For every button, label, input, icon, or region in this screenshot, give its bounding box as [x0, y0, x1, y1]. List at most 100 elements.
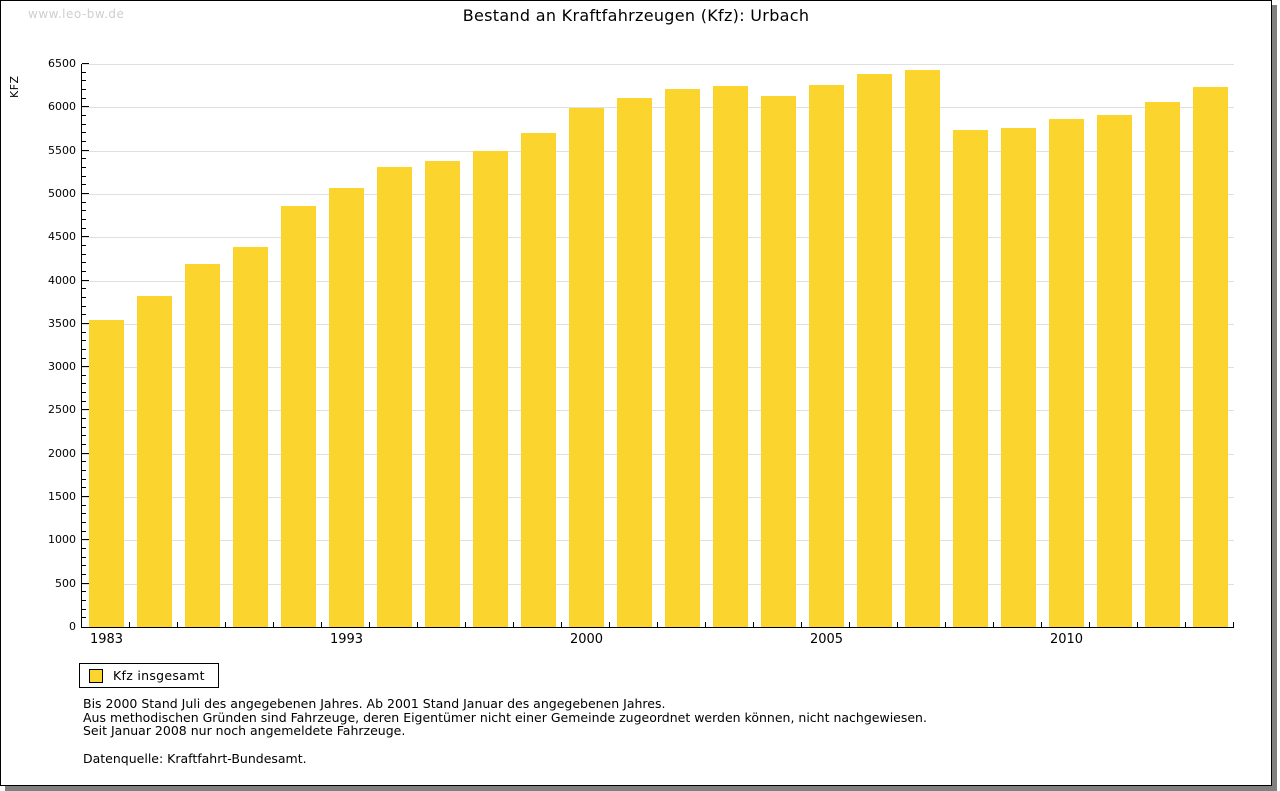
x-axis-tick: [897, 622, 898, 627]
x-axis-tick: [561, 622, 562, 627]
x-axis-tick: [225, 622, 226, 627]
x-axis-tick: [129, 622, 130, 627]
y-axis-label: 4000: [48, 273, 76, 287]
bar: [233, 246, 268, 627]
y-axis-label: 6500: [48, 57, 76, 70]
gridline: [82, 323, 1234, 325]
bar: [1145, 102, 1180, 627]
bar: [905, 70, 940, 627]
data-source: Datenquelle: Kraftfahrt-Bundesamt.: [83, 751, 307, 766]
y-axis-label: 2000: [48, 446, 76, 460]
x-axis-tick: [177, 622, 178, 627]
x-axis-tick: [657, 622, 658, 627]
y-axis-label: 0: [69, 620, 76, 633]
y-axis-tick: [82, 279, 89, 281]
bar: [1097, 115, 1132, 627]
y-axis-tick: [82, 487, 86, 489]
y-axis-title: KFZ: [8, 75, 21, 98]
x-axis-tick: [465, 622, 466, 627]
y-axis-tick: [82, 227, 86, 229]
y-axis-tick: [82, 80, 86, 82]
y-axis-tick: [82, 192, 89, 194]
y-axis-label: 500: [55, 576, 76, 590]
x-axis-label: 1993: [329, 632, 364, 647]
y-axis-tick: [82, 270, 86, 272]
x-axis-label: 1983: [89, 632, 124, 647]
bar: [953, 129, 988, 627]
y-axis-tick: [82, 539, 89, 541]
gridline: [82, 410, 1234, 412]
x-axis-label: 2010: [1049, 632, 1084, 647]
y-axis-tick: [82, 574, 86, 576]
y-axis-tick: [82, 132, 86, 134]
y-axis-tick: [82, 452, 89, 454]
bar: [329, 187, 364, 627]
y-axis-label: 5000: [48, 186, 76, 200]
watermark: www.leo-bw.de: [28, 7, 125, 21]
bar: [281, 206, 316, 627]
y-axis-tick: [82, 106, 89, 108]
y-axis-tick: [82, 89, 86, 90]
x-axis-tick: [801, 622, 802, 627]
y-axis-tick: [82, 322, 89, 324]
x-axis-label: 2000: [569, 632, 604, 647]
y-axis-tick: [82, 513, 86, 515]
y-axis-tick: [82, 123, 86, 125]
y-axis-label: 4500: [48, 230, 76, 244]
y-axis-tick: [82, 114, 86, 116]
gridline: [82, 497, 1234, 499]
gridline: [82, 453, 1234, 455]
bar: [713, 85, 748, 627]
bar: [89, 319, 124, 627]
y-axis-tick: [82, 201, 86, 203]
x-axis-tick: [609, 622, 610, 627]
y-axis-tick: [82, 565, 86, 567]
y-axis-label: 3500: [48, 316, 76, 330]
bar: [185, 264, 220, 627]
x-axis-tick: [369, 622, 370, 627]
y-axis-tick: [82, 383, 86, 385]
y-axis-tick: [82, 461, 86, 463]
gridline: [82, 280, 1234, 282]
y-axis-tick: [82, 314, 86, 316]
y-axis-tick: [82, 426, 86, 428]
bar: [761, 96, 796, 627]
y-axis-tick: [82, 97, 86, 99]
legend-label: Kfz insgesamt: [113, 668, 205, 683]
y-axis-tick: [82, 210, 86, 212]
gridline: [82, 107, 1234, 109]
y-axis-tick: [82, 591, 86, 593]
gridline: [82, 64, 1234, 65]
y-axis-tick: [82, 149, 89, 151]
legend: Kfz insgesamt: [79, 663, 219, 688]
y-axis-tick: [82, 600, 86, 602]
y-axis-tick: [82, 530, 86, 532]
bar: [569, 108, 604, 627]
y-axis-tick: [82, 166, 86, 168]
y-axis-tick: [82, 140, 86, 142]
x-axis-tick: [513, 622, 514, 627]
x-axis-tick: [753, 622, 754, 627]
y-axis-tick: [82, 556, 86, 558]
gridline: [82, 150, 1234, 152]
y-axis-tick: [82, 504, 86, 506]
gridline: [82, 367, 1234, 369]
y-axis-tick: [82, 409, 89, 411]
x-axis-tick: [1041, 622, 1042, 627]
x-axis-label: 2005: [809, 632, 844, 647]
y-axis-tick: [82, 470, 86, 472]
y-axis-label: 1000: [48, 533, 76, 547]
bar: [137, 296, 172, 627]
gridline: [82, 193, 1234, 195]
x-axis-tick: [1089, 622, 1090, 627]
y-axis-tick: [82, 357, 86, 359]
y-axis-tick: [82, 331, 86, 333]
bar: [377, 167, 412, 627]
y-axis-tick: [82, 617, 86, 619]
y-axis-label: 6000: [48, 100, 76, 114]
y-axis-tick: [82, 582, 89, 584]
gridline: [82, 237, 1234, 239]
y-axis-tick: [82, 374, 86, 376]
y-axis-tick: [82, 608, 86, 610]
